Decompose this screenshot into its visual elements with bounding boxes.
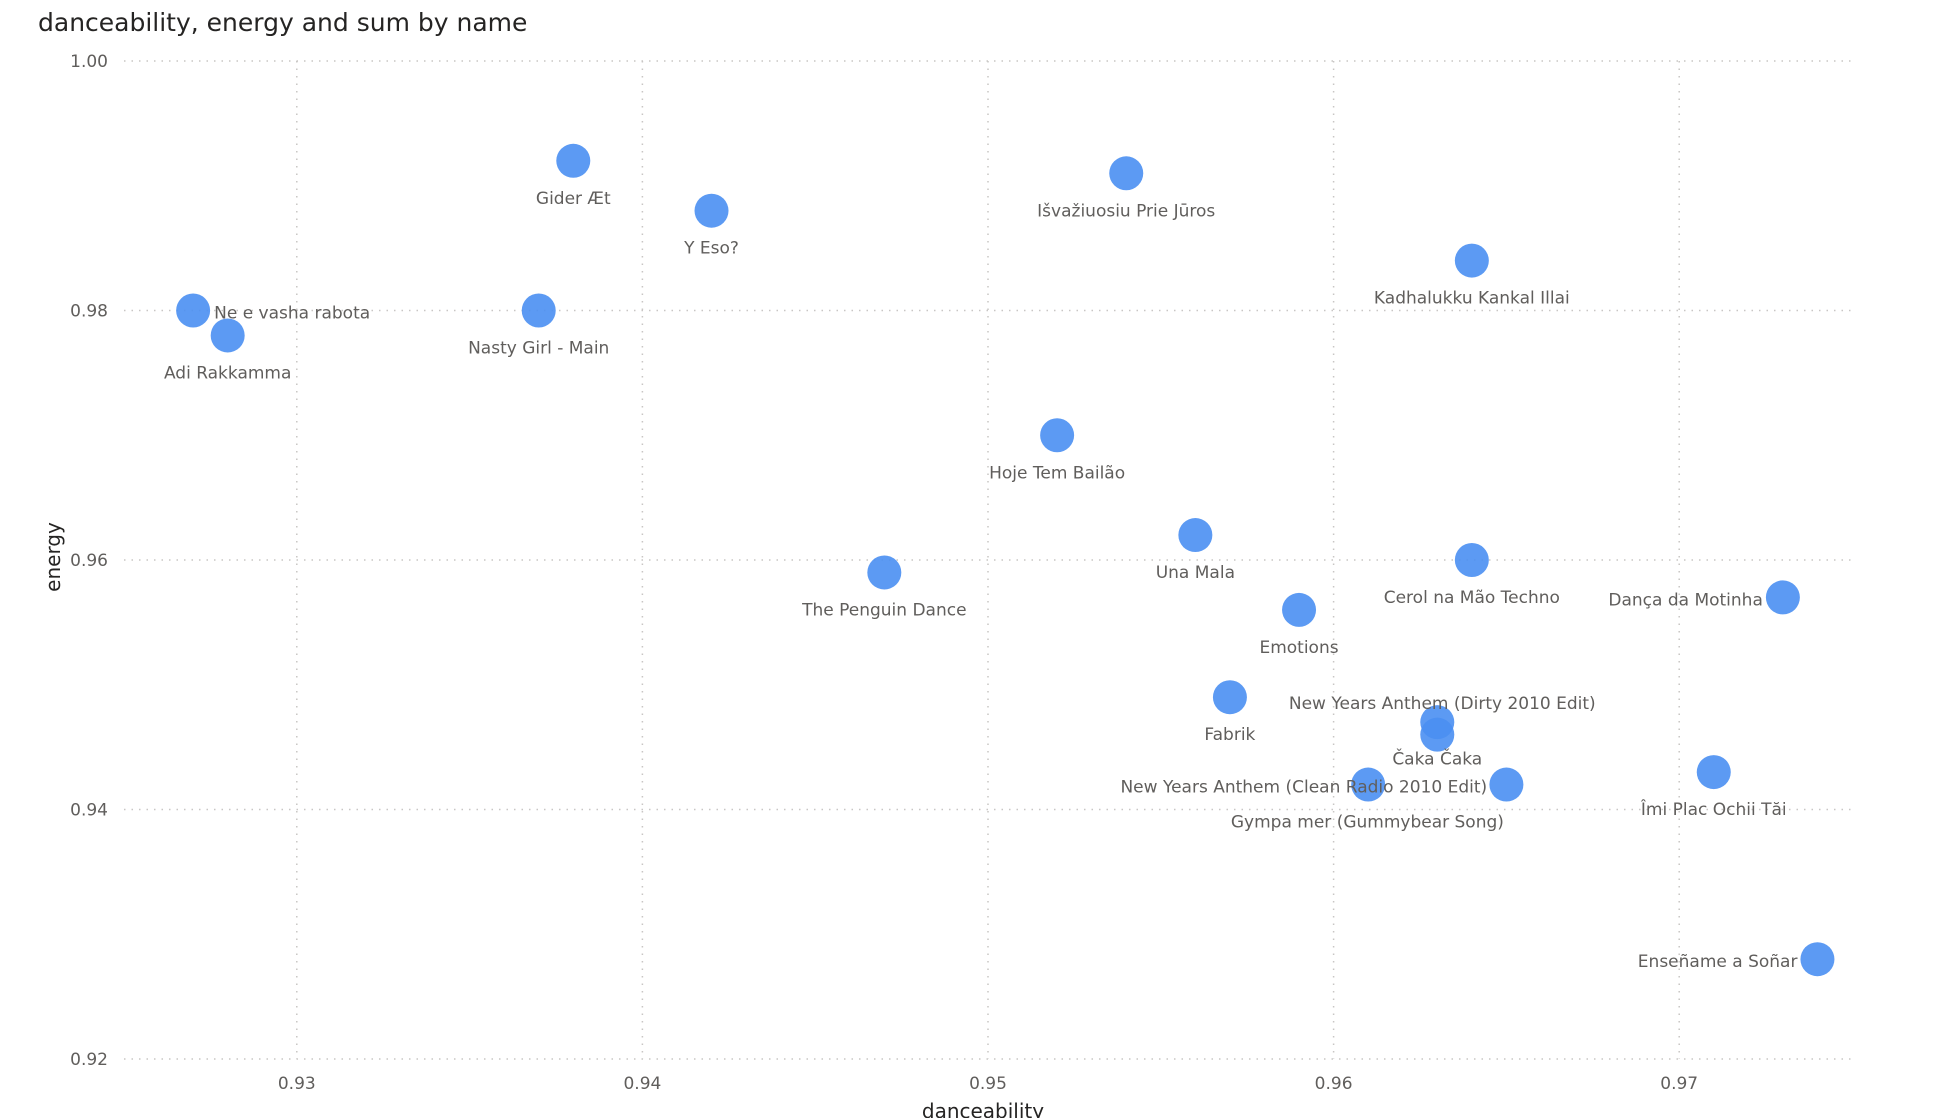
data-point[interactable] <box>1454 543 1489 577</box>
x-tick-label: 0.93 <box>278 1074 316 1094</box>
point-label: Fabrik <box>1204 725 1255 745</box>
data-point[interactable] <box>1212 680 1247 715</box>
data-point[interactable] <box>556 143 591 178</box>
grid-lines <box>124 60 1852 1060</box>
point-labels: Gider Æt Y Eso? Išvažiuosiu Prie Jūros Kadh… <box>164 189 1797 972</box>
data-point[interactable] <box>1040 418 1075 453</box>
data-point[interactable] <box>210 318 245 353</box>
data-point[interactable] <box>1109 156 1144 191</box>
data-point[interactable] <box>521 293 556 328</box>
point-label: Y Eso? <box>683 239 739 259</box>
point-label: Una Mala <box>1156 563 1235 583</box>
data-point[interactable] <box>1489 767 1524 802</box>
y-tick-label: 0.94 <box>70 801 108 821</box>
x-tick-label: 0.95 <box>969 1074 1007 1094</box>
point-label: Čaka Čaka <box>1392 748 1482 770</box>
data-point[interactable] <box>1765 580 1800 615</box>
x-tick-label: 0.96 <box>1315 1074 1353 1094</box>
y-tick-label: 0.98 <box>70 302 108 322</box>
data-point[interactable] <box>1454 243 1489 278</box>
x-tick-label: 0.94 <box>623 1074 661 1094</box>
data-point[interactable] <box>1351 767 1386 802</box>
x-tick-label: 0.97 <box>1660 1074 1698 1094</box>
point-label: Adi Rakkamma <box>164 363 291 383</box>
axes: 0.92 0.94 0.96 0.98 1.00 0.93 0.94 0.95 0.96 0.97… <box>41 52 1698 1118</box>
data-point[interactable] <box>176 293 211 328</box>
point-label: Nasty Girl - Main <box>468 339 609 359</box>
chart-title: danceability, energy and sum by name <box>38 8 528 37</box>
y-tick-label: 0.92 <box>70 1050 108 1070</box>
point-label: Kadhalukku Kankal Illai <box>1374 289 1570 309</box>
data-point[interactable] <box>1282 592 1317 627</box>
data-points <box>176 143 1835 977</box>
point-label: New Years Anthem (Clean Radio 2010 Edit) <box>1120 778 1487 798</box>
data-point[interactable] <box>1420 717 1455 752</box>
point-label: Gider Æt <box>536 189 611 209</box>
point-label: Hoje Tem Bailão <box>989 463 1125 483</box>
point-label: Îmi Plac Ochii Tăi <box>1640 798 1787 820</box>
x-axis-title: danceability <box>922 1099 1044 1118</box>
y-tick-label: 1.00 <box>70 52 108 72</box>
point-label: Ne e vasha rabota <box>214 304 370 324</box>
point-label: Dança da Motinha <box>1608 590 1763 610</box>
data-point[interactable] <box>867 555 902 590</box>
y-tick-label: 0.96 <box>70 551 108 571</box>
data-point[interactable] <box>1178 518 1213 553</box>
point-label: Enseñame a Soñar <box>1638 952 1798 972</box>
data-point[interactable] <box>1696 755 1731 790</box>
y-axis-title: energy <box>41 522 65 592</box>
point-label: Gympa mer (Gummybear Song) <box>1231 813 1504 833</box>
data-point[interactable] <box>694 193 729 228</box>
point-label: The Penguin Dance <box>801 600 966 620</box>
data-point[interactable] <box>1800 942 1835 977</box>
point-label: Cerol na Mão Techno <box>1384 588 1560 608</box>
point-label: New Years Anthem (Dirty 2010 Edit) <box>1289 694 1596 714</box>
point-label: Išvažiuosiu Prie Jūros <box>1037 201 1215 221</box>
point-label: Emotions <box>1259 638 1338 658</box>
